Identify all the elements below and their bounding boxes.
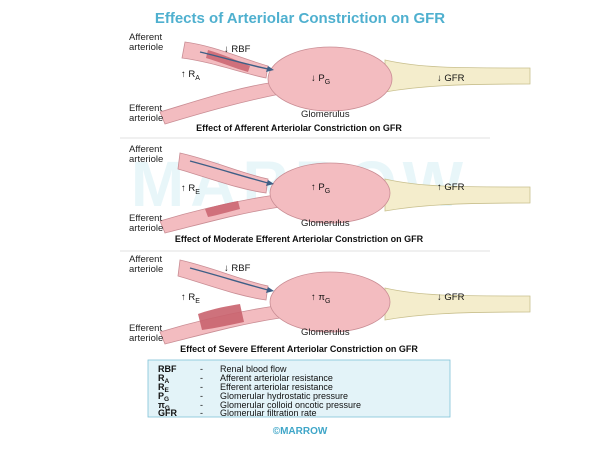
key-abbr-rbf: RBF <box>158 364 177 374</box>
resistance-indicator: ↑ RE <box>181 183 200 196</box>
blood-flow-arrow <box>199 51 269 70</box>
panel-caption: Effect of Afferent Arteriolar Constricti… <box>196 123 402 133</box>
glomerulus <box>267 46 393 112</box>
renal-tubule <box>384 59 531 93</box>
panel-moderate-efferent-constriction: Afferent arteriole Efferent arteriole ↑ … <box>129 144 531 244</box>
rbf-indicator: ↓ RBF <box>224 44 251 55</box>
legend-key: RBF - Renal blood flow RA - Afferent art… <box>147 359 451 418</box>
key-dash: - <box>200 373 203 383</box>
panel-caption: Effect of Moderate Efferent Arteriolar C… <box>175 234 424 244</box>
afferent-arteriole <box>177 259 269 301</box>
gfr-indicator: ↑ GFR <box>437 182 465 193</box>
efferent-label-line2: arteriole <box>129 333 163 344</box>
renal-tubule <box>384 178 531 212</box>
key-desc-rbf: Renal blood flow <box>220 364 287 374</box>
efferent-constriction <box>198 304 244 330</box>
key-abbr-ra: RA <box>158 373 170 385</box>
afferent-label-line1: Afferent <box>129 144 162 155</box>
rbf-indicator: ↓ RBF <box>224 263 251 274</box>
key-abbr-pig: πG <box>158 400 170 412</box>
resistance-indicator: ↑ RA <box>181 69 200 82</box>
brand-mark: ©MARROW <box>273 426 328 437</box>
afferent-label-line2: arteriole <box>129 42 163 53</box>
blood-flow-arrowhead <box>266 180 274 186</box>
efferent-label-line2: arteriole <box>129 113 163 124</box>
gfr-indicator: ↓ GFR <box>437 292 465 303</box>
blood-flow-arrowhead <box>266 287 274 293</box>
pressure-indicator: ↑ πG <box>311 292 330 305</box>
key-desc-gfr: Glomerular filtration rate <box>220 408 317 418</box>
afferent-label-line1: Afferent <box>129 32 162 43</box>
key-dash: - <box>200 400 203 410</box>
renal-tubule <box>384 287 531 321</box>
diagram-title: Effects of Arteriolar Constriction on GF… <box>155 10 445 27</box>
afferent-label-line1: Afferent <box>129 254 162 265</box>
key-abbr-gfr: GFR <box>158 408 177 418</box>
efferent-arteriole <box>159 81 281 125</box>
key-dash: - <box>200 408 203 418</box>
panel-afferent-constriction: Afferent arteriole Efferent arteriole ↓ … <box>129 32 531 133</box>
pressure-indicator: ↑ PG <box>311 182 330 195</box>
efferent-label-line1: Efferent <box>129 213 162 224</box>
key-dash: - <box>200 391 203 401</box>
blood-flow-arrow <box>189 267 269 291</box>
glomerulus-label: Glomerulus <box>301 327 350 338</box>
afferent-label-line2: arteriole <box>129 264 163 275</box>
key-desc-ra: Afferent arteriolar resistance <box>220 373 333 383</box>
key-dash: - <box>200 382 203 392</box>
key-desc-pig: Glomerular colloid oncotic pressure <box>220 400 361 410</box>
efferent-label-line1: Efferent <box>129 103 162 114</box>
pressure-indicator: ↓ PG <box>311 73 330 86</box>
glomerulus-label: Glomerulus <box>301 109 350 120</box>
glomerulus <box>269 271 391 333</box>
legend-box <box>147 359 451 418</box>
glomerulus <box>269 162 391 224</box>
key-abbr-pg: PG <box>158 391 169 403</box>
key-dash: - <box>200 364 203 374</box>
efferent-label-line1: Efferent <box>129 323 162 334</box>
efferent-label-line2: arteriole <box>129 223 163 234</box>
blood-flow-arrowhead <box>266 66 274 72</box>
efferent-constriction <box>205 201 240 217</box>
glomerulus-label: Glomerulus <box>301 218 350 229</box>
blood-flow-arrow <box>189 160 269 184</box>
afferent-arteriole <box>177 152 269 194</box>
panel-caption: Effect of Severe Efferent Arteriolar Con… <box>180 344 418 354</box>
gfr-indicator: ↓ GFR <box>437 73 465 84</box>
afferent-constriction <box>206 50 250 72</box>
resistance-indicator: ↑ RE <box>181 292 200 305</box>
key-desc-pg: Glomerular hydrostatic pressure <box>220 391 348 401</box>
afferent-label-line2: arteriole <box>129 154 163 165</box>
key-desc-re: Efferent arteriolar resistance <box>220 382 333 392</box>
key-abbr-re: RE <box>158 382 170 394</box>
panel-severe-efferent-constriction: Afferent arteriole Efferent arteriole ↓ … <box>129 254 531 354</box>
